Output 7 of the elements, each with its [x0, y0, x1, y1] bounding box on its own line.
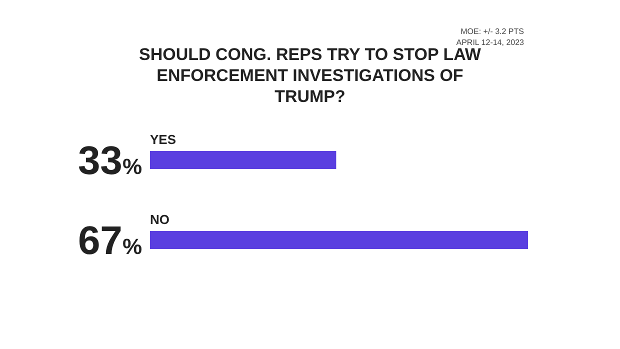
data-label: 67% [78, 219, 142, 263]
data-label: 33% [78, 139, 142, 183]
text: MOE: +/- 3.2 PTS [460, 26, 524, 37]
text: APRIL 12-14, 2023 [456, 37, 524, 48]
y-tick-label: NO [150, 212, 170, 227]
y-tick-label: YES [150, 132, 176, 147]
chart-title: SHOULD CONG. REPS TRY TO STOP LAW ENFORCEMENT INVESTIGATIONS OF TRUMP? [138, 45, 482, 107]
